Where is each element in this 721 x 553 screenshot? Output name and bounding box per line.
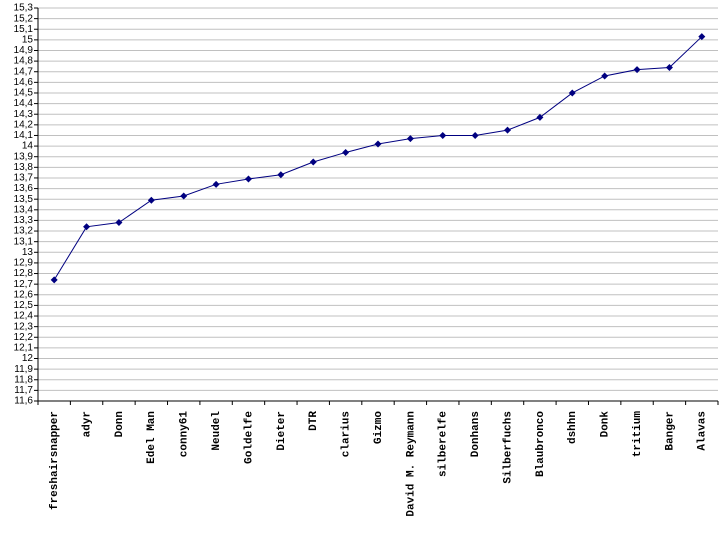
marker xyxy=(374,140,382,148)
y-tick-label: 13,1 xyxy=(14,236,34,247)
marker xyxy=(115,219,123,227)
y-tick-label: 12,3 xyxy=(14,321,34,332)
y-tick-label: 13,4 xyxy=(14,204,34,215)
marker xyxy=(180,192,188,200)
x-tick-label: Dieter xyxy=(276,411,288,451)
x-tick-label: Alavas xyxy=(697,411,709,451)
y-tick-label: 14,8 xyxy=(14,56,34,67)
marker xyxy=(698,33,706,41)
y-tick-label: 13,8 xyxy=(14,162,34,173)
marker xyxy=(342,148,350,156)
marker xyxy=(50,276,58,284)
x-tick-label: Blaubronco xyxy=(535,411,547,477)
y-tick-label: 12,1 xyxy=(14,343,34,354)
y-tick-label: 13,2 xyxy=(14,226,34,237)
y-tick-label: 13,3 xyxy=(14,215,34,226)
x-tick-label: silberelfe xyxy=(438,411,450,477)
y-tick-label: 11,6 xyxy=(14,396,33,407)
marker xyxy=(601,72,609,80)
x-tick-label: freshairsnapper xyxy=(49,411,61,510)
x-tick-label: Donk xyxy=(600,411,612,438)
marker xyxy=(406,135,414,143)
y-tick-label: 12,9 xyxy=(14,258,34,269)
y-tick-label: 12,8 xyxy=(14,268,34,279)
marker xyxy=(147,196,155,204)
marker xyxy=(439,131,447,139)
y-tick-label: 14,3 xyxy=(14,109,34,120)
y-tick-label: 14,4 xyxy=(14,98,34,109)
x-tick-label: Gizmo xyxy=(373,411,385,444)
y-tick-label: 12,2 xyxy=(14,332,34,343)
x-tick-label: tritium xyxy=(632,411,644,458)
y-tick-label: 15,3 xyxy=(14,3,34,14)
y-tick-label: 15,2 xyxy=(14,13,34,24)
marker xyxy=(212,180,220,188)
y-tick-label: 13,6 xyxy=(14,183,34,194)
x-tick-label: dshhn xyxy=(567,411,579,444)
y-tick-label: 12,6 xyxy=(14,289,34,300)
marker xyxy=(568,89,576,97)
x-tick-label: Goldelfe xyxy=(243,411,255,464)
y-tick-label: 13,5 xyxy=(14,194,34,205)
x-tick-label: clarius xyxy=(341,411,353,457)
y-tick-label: 12 xyxy=(22,353,34,364)
marker xyxy=(504,126,512,134)
marker xyxy=(471,131,479,139)
y-tick-label: 13,7 xyxy=(14,173,34,184)
x-tick-label: Donn xyxy=(114,411,126,437)
marker xyxy=(83,223,91,231)
x-tick-label: David M. Reymann xyxy=(405,411,417,517)
y-tick-label: 14,6 xyxy=(14,77,34,88)
x-tick-label: Banger xyxy=(664,411,676,451)
y-tick-label: 14,9 xyxy=(14,45,34,56)
x-tick-label: Silberfuchs xyxy=(502,411,514,484)
marker xyxy=(244,175,252,183)
x-tick-label: Neudel xyxy=(211,411,223,451)
y-tick-label: 13,9 xyxy=(14,151,34,162)
marker xyxy=(665,63,673,71)
y-tick-label: 12,5 xyxy=(14,300,34,311)
y-tick-label: 15 xyxy=(22,35,34,46)
y-tick-label: 11,7 xyxy=(14,385,33,396)
y-tick-label: 11,8 xyxy=(14,374,33,385)
y-tick-label: 13 xyxy=(22,247,34,258)
x-tick-label: Edel Man xyxy=(146,411,158,464)
y-tick-label: 12,7 xyxy=(14,279,34,290)
y-tick-label: 11,9 xyxy=(14,364,33,375)
y-tick-label: 15,1 xyxy=(14,24,34,35)
y-tick-label: 12,4 xyxy=(14,311,34,322)
marker xyxy=(277,171,285,179)
y-tick-label: 14,5 xyxy=(14,88,34,99)
y-tick-label: 14 xyxy=(22,141,34,152)
marker xyxy=(536,113,544,121)
x-tick-label: DTR xyxy=(308,411,320,431)
x-tick-label: adyr xyxy=(81,411,93,437)
marker xyxy=(633,66,641,74)
y-tick-label: 14,1 xyxy=(14,130,34,141)
y-tick-label: 14,2 xyxy=(14,119,34,130)
y-tick-label: 14,7 xyxy=(14,66,34,77)
x-tick-label: conny61 xyxy=(179,411,191,458)
marker xyxy=(309,158,317,166)
x-tick-label: Donhans xyxy=(470,411,482,457)
